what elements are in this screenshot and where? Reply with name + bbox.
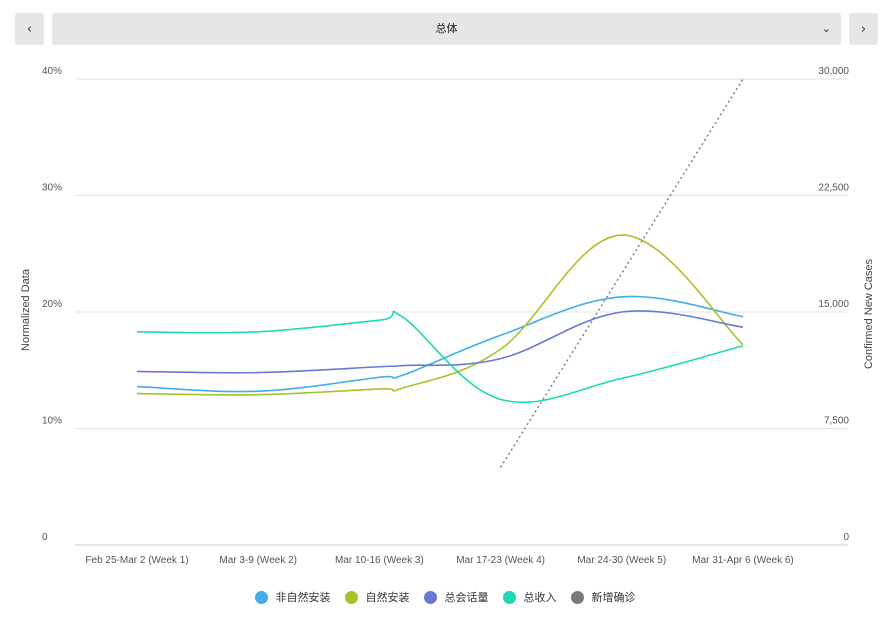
legend-swatch	[502, 590, 516, 604]
chart-legend: 非自然安装 自然安装 总会话量 总收入 新增确诊	[0, 586, 894, 608]
previous-button[interactable]: ‹	[15, 13, 44, 45]
group-select[interactable]: 总体 ⌄	[52, 13, 841, 45]
toolbar: ‹ 总体 ⌄ ›	[0, 0, 894, 60]
series-line	[136, 295, 744, 393]
legend-label: 新增确诊	[591, 591, 636, 604]
y-left-axis-title: Normalized Data	[20, 268, 32, 351]
y-right-tick-label: 7,500	[824, 416, 849, 427]
legend-item[interactable]: 新增确诊	[570, 589, 640, 605]
series-line	[500, 78, 744, 468]
legend-label: 非自然安装	[275, 591, 331, 604]
legend-swatch	[254, 590, 268, 604]
x-tick-label: Mar 31-Apr 6 (Week 6)	[692, 555, 794, 566]
chevron-down-icon: ⌄	[821, 22, 831, 35]
y-right-tick-label: 0	[843, 532, 849, 543]
x-tick-label: Mar 17-23 (Week 4)	[456, 555, 545, 566]
legend-swatch	[423, 590, 437, 604]
legend-label: 自然安装	[365, 591, 410, 604]
next-button[interactable]: ›	[849, 13, 878, 45]
legend-swatch	[570, 590, 584, 604]
x-tick-label: Feb 25-Mar 2 (Week 1)	[85, 555, 188, 566]
y-left-tick-label: 0	[42, 532, 48, 543]
x-tick-label: Mar 24-30 (Week 5)	[577, 555, 666, 566]
y-left-tick-label: 30%	[42, 183, 62, 194]
legend-item[interactable]: 非自然安装	[254, 589, 335, 605]
y-right-tick-label: 15,000	[818, 299, 849, 310]
selected-group-label: 总体	[435, 22, 458, 35]
x-tick-label: Mar 10-16 (Week 3)	[335, 555, 424, 566]
series-line	[136, 234, 744, 396]
y-left-tick-label: 40%	[42, 66, 62, 77]
legend-label: 总会话量	[444, 591, 489, 604]
legend-item[interactable]: 总会话量	[423, 589, 493, 605]
legend-label: 总收入	[523, 591, 557, 604]
y-left-tick-label: 20%	[42, 299, 62, 310]
legend-swatch	[344, 590, 358, 604]
chevron-right-icon: ›	[860, 21, 867, 37]
y-right-tick-label: 22,500	[818, 183, 849, 194]
legend-item[interactable]: 总收入	[502, 589, 561, 605]
y-right-tick-label: 30,000	[818, 66, 849, 77]
x-tick-label: Mar 3-9 (Week 2)	[219, 555, 297, 566]
series-line	[136, 310, 744, 374]
chevron-left-icon: ‹	[26, 21, 33, 37]
legend-item[interactable]: 自然安装	[344, 589, 414, 605]
series-line	[136, 310, 744, 404]
y-right-axis-title: Confirmed New Cases	[863, 258, 875, 369]
y-left-tick-label: 10%	[42, 416, 62, 427]
